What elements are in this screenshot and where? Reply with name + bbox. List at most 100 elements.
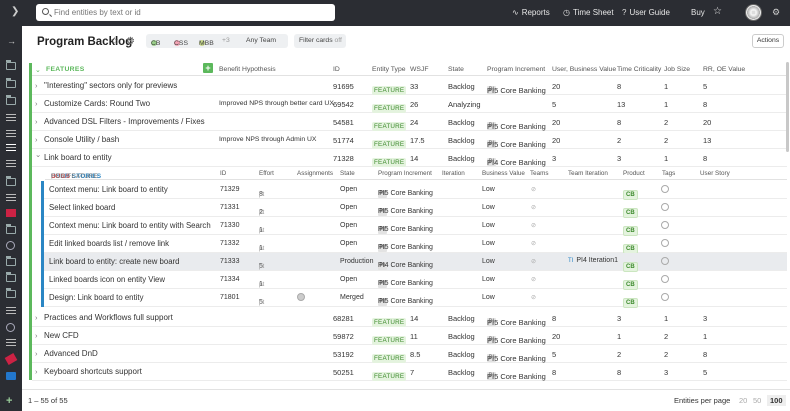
col-business-value[interactable]: Business Value — [482, 170, 525, 177]
report-icon[interactable] — [6, 372, 16, 380]
feature-state[interactable]: Backlog — [448, 118, 475, 127]
col-state[interactable]: State — [448, 66, 464, 73]
feature-name[interactable]: Customize Cards: Round Two — [44, 99, 151, 108]
story-row[interactable]: Context menu: Link board to entity with … — [41, 217, 787, 236]
feature-row[interactable]: › New CFD 59872 FEATURE 11 Backlog PI PI5 Core … — [32, 327, 787, 345]
rocket-icon[interactable] — [4, 353, 18, 365]
folder-icon[interactable] — [6, 256, 16, 266]
col-assignments[interactable]: Assignments — [297, 170, 334, 177]
tag-icon[interactable] — [661, 185, 669, 193]
feature-name[interactable]: Link board to entity — [44, 153, 112, 162]
story-name[interactable]: Edit linked boards list / remove link — [49, 239, 170, 248]
chevron-right-icon[interactable]: › — [35, 331, 38, 340]
teams-icon[interactable]: ⊘ — [531, 205, 537, 211]
story-row[interactable]: Linked boards icon on entity View 71334 1 … — [41, 271, 787, 290]
col-story-id[interactable]: ID — [220, 170, 227, 177]
settings-icon[interactable]: ⚙ — [772, 7, 781, 17]
per-page-100[interactable]: 100 — [767, 395, 786, 406]
add-icon[interactable]: + — [6, 395, 13, 407]
star-icon[interactable]: ☆ — [713, 6, 722, 17]
feature-name[interactable]: "Interesting" sectors only for previews — [44, 81, 178, 90]
chevron-down-icon[interactable]: ⌄ — [35, 150, 42, 159]
story-name[interactable]: Link board to entity: create new board — [49, 257, 180, 266]
story-state[interactable]: Open — [340, 186, 358, 193]
col-story-pi[interactable]: Program Increment — [378, 170, 432, 177]
flag-icon[interactable] — [6, 339, 16, 346]
folder-icon[interactable] — [6, 272, 16, 282]
tag-icon[interactable] — [661, 257, 669, 265]
feature-row[interactable]: › Advanced DnD 53192 FEATURE 8.5 Backlog PI PI5… — [32, 345, 787, 363]
story-name[interactable]: Linked boards icon on entity View — [49, 275, 166, 284]
feature-name[interactable]: Practices and Workflows full support — [44, 313, 173, 322]
feature-state[interactable]: Backlog — [448, 368, 475, 377]
chevron-right-icon[interactable]: ❯ — [11, 6, 20, 17]
feature-state[interactable]: Backlog — [448, 82, 475, 91]
feature-name[interactable]: Keyboard shortcuts support — [44, 367, 142, 376]
assignee-avatar[interactable] — [297, 293, 305, 301]
scrollbar[interactable] — [786, 62, 789, 152]
list-icon[interactable] — [6, 307, 16, 314]
teams-icon[interactable]: ⊘ — [531, 295, 537, 301]
story-state[interactable]: Merged — [340, 294, 364, 301]
feature-state[interactable]: Analyzing — [448, 100, 481, 109]
tag-icon[interactable] — [661, 275, 669, 283]
feature-row[interactable]: › Practices and Workflows full support 682… — [32, 309, 787, 327]
avatar[interactable] — [745, 4, 762, 21]
story-name[interactable]: Context menu: Link board to entity — [49, 185, 168, 194]
feature-state[interactable]: Backlog — [448, 136, 475, 145]
col-tags[interactable]: Tags — [662, 170, 676, 177]
story-state[interactable]: Open — [340, 222, 358, 229]
settings-icon[interactable]: ⚙ — [126, 36, 135, 47]
folder-icon[interactable] — [6, 78, 16, 88]
feature-state[interactable]: Backlog — [448, 350, 475, 359]
story-row[interactable]: Edit linked boards list / remove link 713… — [41, 235, 787, 254]
col-story-state[interactable]: State — [340, 170, 355, 177]
story-row[interactable]: Design: Link board to entity 71801 5 pt Mer… — [41, 289, 787, 308]
feature-row[interactable]: › Console Utility / bash Improve NPS throu… — [32, 131, 787, 149]
per-page-20[interactable]: 20 — [739, 396, 748, 405]
actions-button[interactable]: Actions — [752, 34, 784, 48]
feature-state[interactable]: Backlog — [448, 314, 475, 323]
globe-icon[interactable] — [6, 323, 15, 332]
chevron-right-icon[interactable]: › — [35, 349, 38, 358]
tag-icon[interactable] — [661, 221, 669, 229]
teams-icon[interactable]: ⊘ — [531, 259, 537, 265]
tag-icon[interactable] — [661, 239, 669, 247]
feature-name[interactable]: Advanced DnD — [44, 349, 98, 358]
story-row[interactable]: Select linked board 71331 2 pt Open PI PI5 Co… — [41, 199, 787, 218]
feature-row[interactable]: › Keyboard shortcuts support 50251 FEATURE 7… — [32, 363, 787, 381]
folder-icon[interactable] — [6, 288, 16, 298]
chart-icon[interactable] — [6, 209, 16, 217]
story-state[interactable]: Production — [340, 258, 374, 265]
list-icon[interactable] — [6, 194, 16, 201]
col-iteration[interactable]: Iteration — [442, 170, 465, 177]
teams-icon[interactable]: ⊘ — [531, 277, 537, 283]
context-filter[interactable]: CB CSS MBB +3 Any Team — [146, 34, 288, 48]
buy-link[interactable]: Buy — [691, 8, 705, 17]
teams-icon[interactable]: ⊘ — [531, 223, 537, 229]
chevron-down-icon[interactable]: ⌄ — [35, 67, 41, 74]
chevron-right-icon[interactable]: › — [35, 135, 38, 144]
col-time-criticality[interactable]: Time Criticality — [617, 66, 662, 73]
timesheet-link[interactable]: ◷ Time Sheet — [563, 8, 614, 17]
feature-row[interactable]: › Advanced DSL Filters - Improvements / F… — [32, 113, 787, 131]
chevron-right-icon[interactable]: › — [35, 99, 38, 108]
story-state[interactable]: Open — [340, 276, 358, 283]
chevron-right-icon[interactable]: › — [35, 367, 38, 376]
folder-icon[interactable] — [6, 224, 16, 234]
col-team-iteration[interactable]: Team Iteration — [568, 170, 608, 177]
col-product[interactable]: Product — [623, 170, 645, 177]
feature-row[interactable]: › "Interesting" sectors only for previews… — [32, 77, 787, 95]
search-input[interactable] — [54, 6, 324, 19]
backlog-icon[interactable] — [6, 144, 16, 151]
tag-icon[interactable] — [661, 293, 669, 301]
feature-name[interactable]: Advanced DSL Filters - Improvements / Fi… — [44, 117, 205, 126]
col-job-size[interactable]: Job Size — [664, 66, 691, 73]
col-teams[interactable]: Teams — [530, 170, 549, 177]
arrow-right-icon[interactable]: → — [7, 36, 16, 46]
col-user-story[interactable]: User Story — [700, 170, 730, 177]
story-name[interactable]: Context menu: Link board to entity with … — [49, 221, 211, 230]
feature-name[interactable]: New CFD — [44, 331, 79, 340]
list-icon[interactable] — [6, 114, 16, 121]
col-entity-type[interactable]: Entity Type — [372, 66, 406, 73]
